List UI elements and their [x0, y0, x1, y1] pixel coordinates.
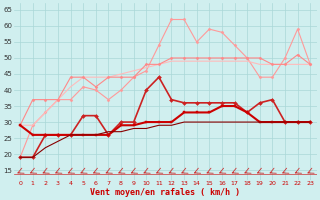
X-axis label: Vent moyen/en rafales ( km/h ): Vent moyen/en rafales ( km/h ) — [90, 188, 240, 197]
